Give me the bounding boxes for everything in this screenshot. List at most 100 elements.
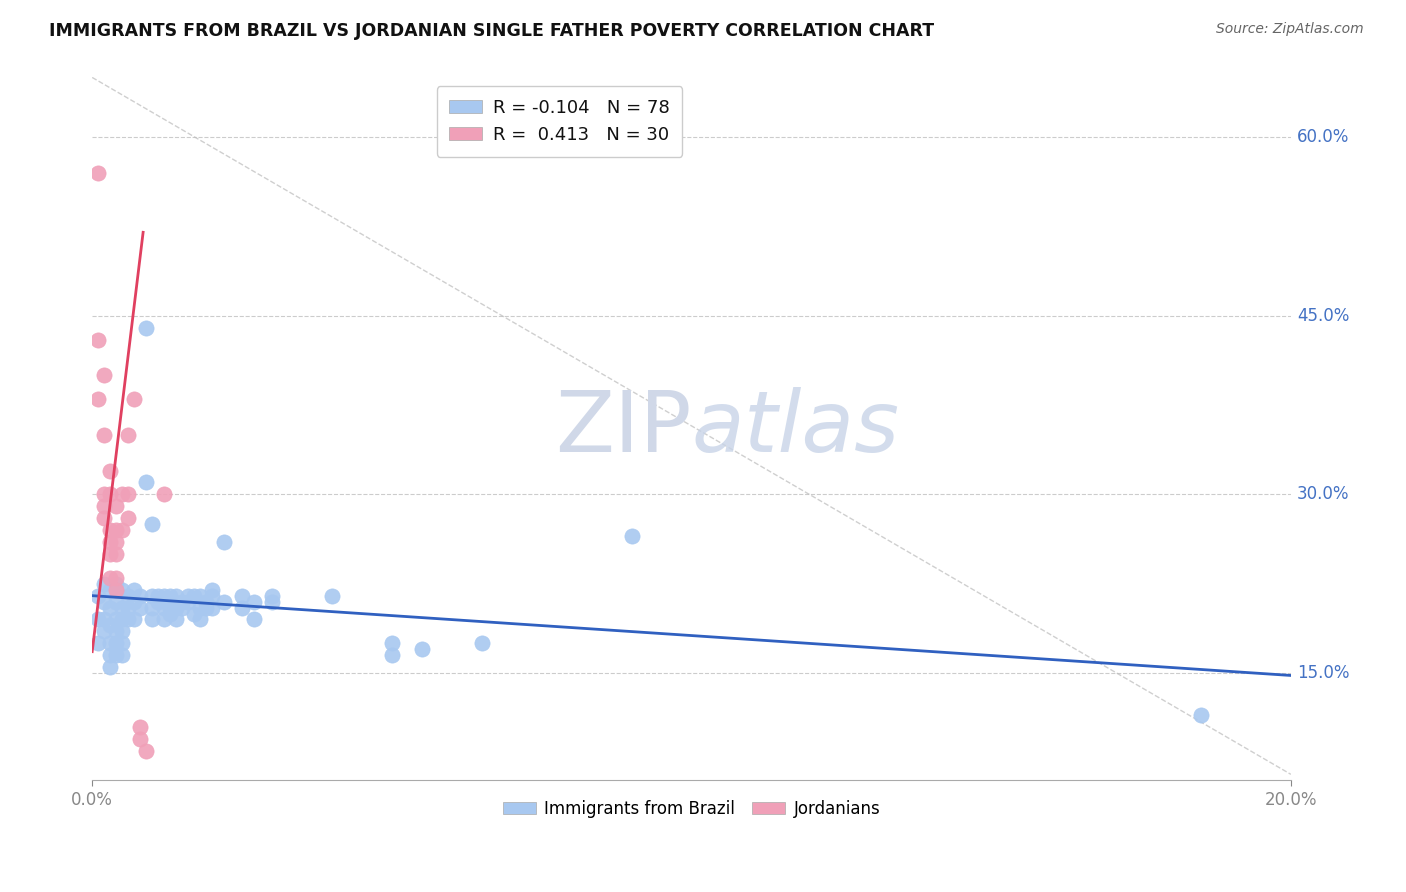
Point (98, 648, 121, 663)
Point (93, 487, 115, 501)
Point (105, 648, 128, 663)
Point (122, 594, 145, 608)
Point (141, 517, 163, 532)
Point (105, 576, 128, 591)
Point (93, 624, 115, 639)
Point (122, 392, 145, 406)
Point (212, 535, 235, 549)
Text: 45.0%: 45.0% (1296, 307, 1350, 325)
Text: 30.0%: 30.0% (1296, 485, 1350, 503)
Point (381, 636, 404, 650)
Point (105, 624, 128, 639)
Text: atlas: atlas (692, 387, 900, 470)
Point (105, 547, 128, 561)
Point (93, 594, 115, 608)
Point (129, 589, 152, 603)
Point (111, 612, 134, 626)
Point (122, 582, 145, 597)
Point (98, 636, 121, 650)
Point (117, 487, 139, 501)
Point (93, 576, 115, 591)
Point (117, 612, 139, 626)
Point (620, 529, 643, 543)
Y-axis label: Single Father Poverty: Single Father Poverty (0, 347, 7, 510)
Point (153, 589, 176, 603)
Point (111, 487, 134, 501)
Point (195, 594, 218, 608)
Point (231, 600, 253, 615)
Point (105, 523, 128, 537)
Point (172, 594, 194, 608)
Point (183, 589, 205, 603)
Point (87, 636, 110, 650)
Point (98, 523, 121, 537)
Point (93, 612, 115, 626)
Point (117, 511, 139, 525)
Point (153, 612, 176, 626)
Point (135, 320, 157, 334)
Point (146, 589, 169, 603)
Point (129, 731, 152, 746)
Point (93, 511, 115, 525)
Point (201, 582, 224, 597)
Point (93, 427, 115, 442)
Point (165, 612, 187, 626)
Point (87, 589, 110, 603)
Point (183, 607, 205, 621)
Point (195, 600, 218, 615)
Point (105, 535, 128, 549)
Point (159, 600, 181, 615)
Point (87, 392, 110, 406)
Point (111, 523, 134, 537)
Point (105, 582, 128, 597)
Point (260, 589, 283, 603)
Point (243, 612, 266, 626)
Point (243, 594, 266, 608)
Point (153, 487, 176, 501)
Point (98, 600, 121, 615)
Point (212, 594, 235, 608)
Point (381, 648, 404, 663)
Point (135, 475, 157, 490)
Text: 15.0%: 15.0% (1296, 664, 1350, 682)
Point (87, 166, 110, 180)
Point (188, 589, 211, 603)
Point (87, 333, 110, 347)
Text: 60.0%: 60.0% (1296, 128, 1350, 146)
Point (188, 600, 211, 615)
Point (105, 571, 128, 585)
Point (172, 600, 194, 615)
Point (165, 600, 187, 615)
Point (159, 589, 181, 603)
Point (111, 648, 134, 663)
Point (231, 589, 253, 603)
Text: ZIP: ZIP (555, 387, 692, 470)
Point (177, 594, 200, 608)
Point (98, 660, 121, 674)
Point (321, 589, 343, 603)
Point (98, 487, 121, 501)
Point (141, 612, 163, 626)
Text: IMMIGRANTS FROM BRAZIL VS JORDANIAN SINGLE FATHER POVERTY CORRELATION CHART: IMMIGRANTS FROM BRAZIL VS JORDANIAN SING… (49, 22, 935, 40)
Point (111, 624, 134, 639)
Point (411, 642, 433, 657)
Point (98, 582, 121, 597)
Point (201, 600, 224, 615)
Point (159, 607, 181, 621)
Point (141, 600, 163, 615)
Point (117, 427, 139, 442)
Point (129, 720, 152, 734)
Point (93, 368, 115, 383)
Point (105, 594, 128, 608)
Point (105, 500, 128, 514)
Legend: Immigrants from Brazil, Jordanians: Immigrants from Brazil, Jordanians (496, 793, 887, 825)
Point (129, 600, 152, 615)
Point (105, 612, 128, 626)
Point (87, 612, 110, 626)
Point (1189, 707, 1212, 722)
Text: Source: ZipAtlas.com: Source: ZipAtlas.com (1216, 22, 1364, 37)
Point (98, 618, 121, 632)
Point (98, 571, 121, 585)
Point (122, 612, 145, 626)
Point (165, 589, 187, 603)
